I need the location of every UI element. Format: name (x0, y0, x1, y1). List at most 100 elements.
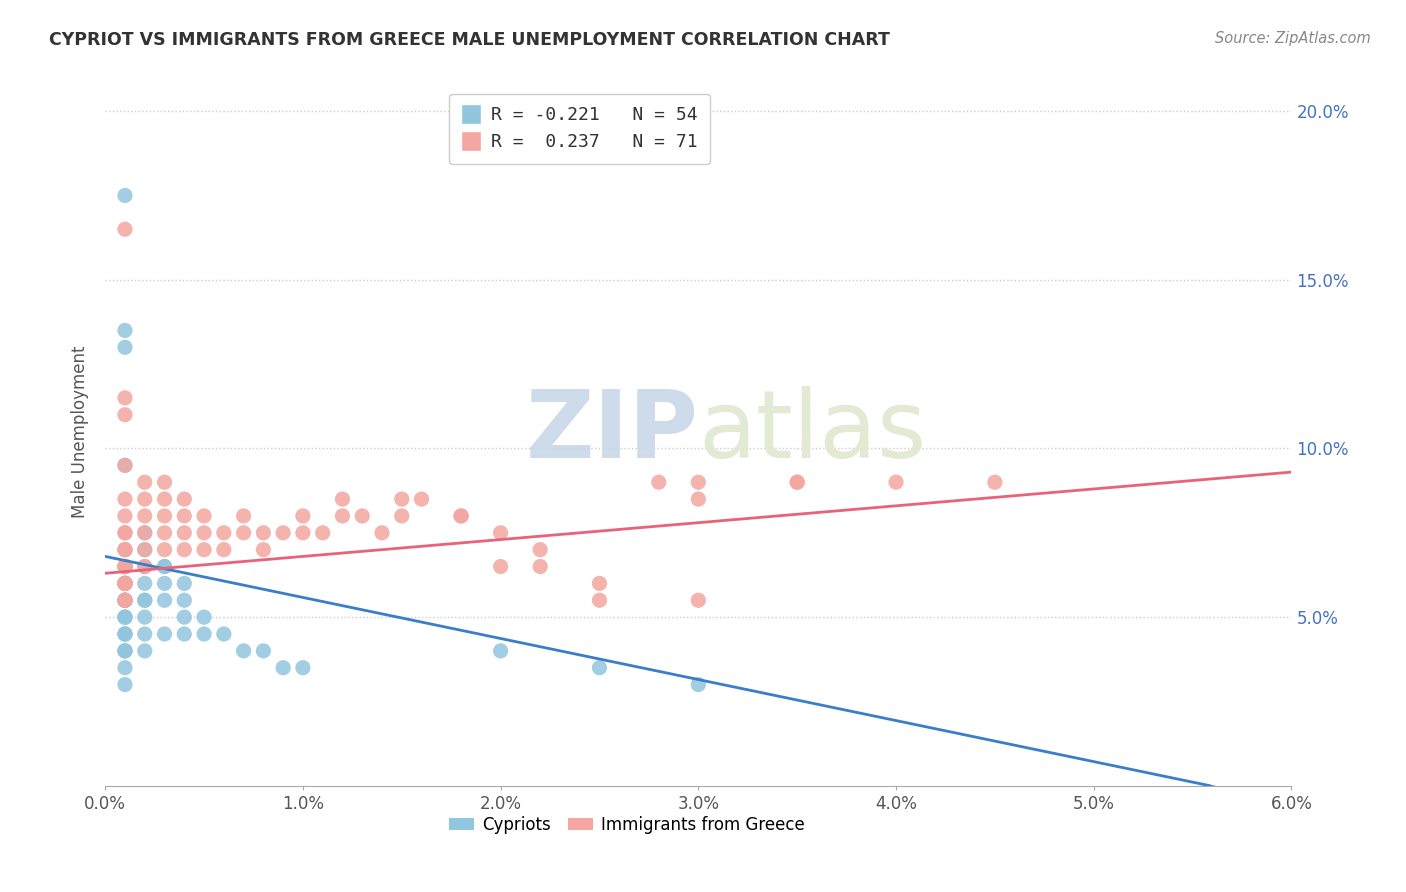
Point (450, 508, 472, 523)
Point (114, 644, 136, 658)
Point (588, 661, 610, 675)
Point (114, 610, 136, 624)
Point (173, 508, 195, 523)
Point (134, 475, 156, 490)
Point (114, 661, 136, 675)
Point (134, 559, 156, 574)
Point (173, 542, 195, 557)
Point (232, 644, 254, 658)
Point (193, 542, 215, 557)
Point (134, 644, 156, 658)
Point (193, 508, 215, 523)
Point (212, 542, 235, 557)
Point (114, 559, 136, 574)
Point (114, 458, 136, 473)
Point (291, 525, 314, 540)
Point (153, 525, 176, 540)
Point (173, 492, 195, 507)
Point (173, 525, 195, 540)
Point (134, 525, 156, 540)
Point (153, 593, 176, 607)
Point (134, 593, 156, 607)
Point (332, 508, 354, 523)
Point (134, 576, 156, 591)
Point (114, 593, 136, 607)
Point (588, 593, 610, 607)
Point (489, 559, 512, 574)
Point (212, 627, 235, 641)
Point (114, 627, 136, 641)
Point (134, 593, 156, 607)
Point (193, 610, 215, 624)
Point (114, 559, 136, 574)
Point (153, 475, 176, 490)
Point (688, 593, 710, 607)
Point (134, 508, 156, 523)
Point (153, 542, 176, 557)
Point (371, 525, 394, 540)
Point (114, 576, 136, 591)
Point (173, 627, 195, 641)
Point (291, 661, 314, 675)
Point (134, 542, 156, 557)
Point (352, 508, 374, 523)
Text: Source: ZipAtlas.com: Source: ZipAtlas.com (1215, 31, 1371, 46)
Point (173, 593, 195, 607)
Text: ZIP: ZIP (526, 385, 699, 477)
Point (134, 492, 156, 507)
Point (114, 627, 136, 641)
Point (114, 458, 136, 473)
Text: atlas: atlas (699, 385, 927, 477)
Point (114, 677, 136, 691)
Point (153, 508, 176, 523)
Point (450, 508, 472, 523)
Point (529, 559, 551, 574)
Point (114, 492, 136, 507)
Point (153, 559, 176, 574)
Point (114, 525, 136, 540)
Legend: Cypriots, Immigrants from Greece: Cypriots, Immigrants from Greece (450, 816, 806, 834)
Point (252, 525, 274, 540)
Point (529, 542, 551, 557)
Point (489, 525, 512, 540)
Point (114, 593, 136, 607)
Point (114, 576, 136, 591)
Point (271, 525, 294, 540)
Point (114, 593, 136, 607)
Point (114, 593, 136, 607)
Y-axis label: Male Unemployment: Male Unemployment (72, 345, 89, 518)
Text: CYPRIOT VS IMMIGRANTS FROM GREECE MALE UNEMPLOYMENT CORRELATION CHART: CYPRIOT VS IMMIGRANTS FROM GREECE MALE U… (49, 31, 890, 49)
Point (114, 593, 136, 607)
Point (134, 627, 156, 641)
Point (271, 661, 294, 675)
Point (114, 222, 136, 236)
Point (114, 188, 136, 202)
Point (114, 610, 136, 624)
Point (134, 525, 156, 540)
Point (786, 475, 808, 490)
Point (114, 559, 136, 574)
Point (114, 576, 136, 591)
Point (391, 492, 413, 507)
Point (193, 627, 215, 641)
Point (489, 644, 512, 658)
Point (173, 610, 195, 624)
Point (114, 542, 136, 557)
Point (114, 542, 136, 557)
Point (153, 492, 176, 507)
Point (884, 475, 907, 490)
Point (984, 475, 1007, 490)
Point (252, 542, 274, 557)
Point (688, 475, 710, 490)
Point (391, 508, 413, 523)
Point (114, 576, 136, 591)
Point (786, 475, 808, 490)
Point (134, 559, 156, 574)
Point (114, 610, 136, 624)
Point (153, 576, 176, 591)
Point (312, 525, 335, 540)
Point (114, 644, 136, 658)
Point (648, 475, 671, 490)
Point (134, 542, 156, 557)
Point (232, 525, 254, 540)
